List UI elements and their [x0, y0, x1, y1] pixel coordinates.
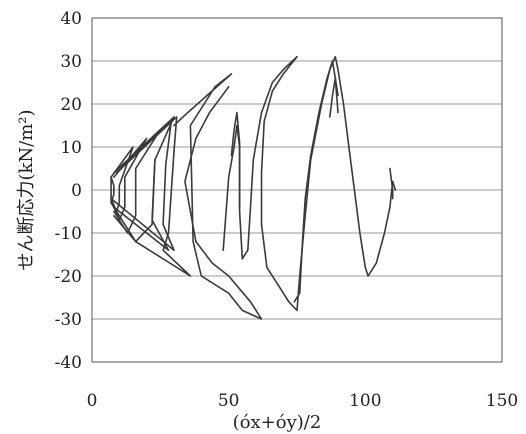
x-tick-label: 100: [349, 391, 381, 411]
y-tick-label: -30: [55, 310, 82, 330]
series-line: [389, 167, 394, 200]
y-axis-label: せん断応力(kN/m²): [16, 109, 37, 270]
y-tick-label: 10: [60, 138, 82, 158]
series-line: [173, 73, 263, 320]
y-tick-label: -10: [55, 224, 82, 244]
series-line: [113, 159, 170, 251]
plot-frame: [91, 17, 503, 363]
series-line: [348, 146, 397, 277]
y-tick-label: -20: [55, 267, 82, 287]
series-line: [247, 55, 298, 251]
series-line: [260, 55, 350, 312]
x-tick-label: 50: [218, 391, 240, 411]
y-tick-label: -40: [55, 353, 82, 373]
series-layer: [110, 55, 397, 320]
x-axis-label: (óx+óy)/2: [233, 412, 322, 433]
x-tick-labels: 0 50 100 150: [87, 391, 519, 411]
series-line: [110, 116, 192, 277]
x-tick-label: 150: [486, 391, 518, 411]
y-tick-label: 30: [60, 52, 82, 72]
series-line: [328, 77, 339, 118]
series-line: [222, 124, 241, 251]
y-tick-label: 0: [71, 181, 82, 201]
series-line: [293, 60, 339, 303]
y-tick-label: 40: [60, 9, 82, 29]
y-tick-labels: -40 -30 -20 -10 0 10 20 30 40: [55, 9, 82, 373]
series-line: [184, 86, 230, 243]
series-line: [110, 176, 115, 204]
series-line: [110, 120, 175, 251]
y-tick-label: 20: [60, 95, 82, 115]
x-tick-label: 0: [87, 391, 98, 411]
